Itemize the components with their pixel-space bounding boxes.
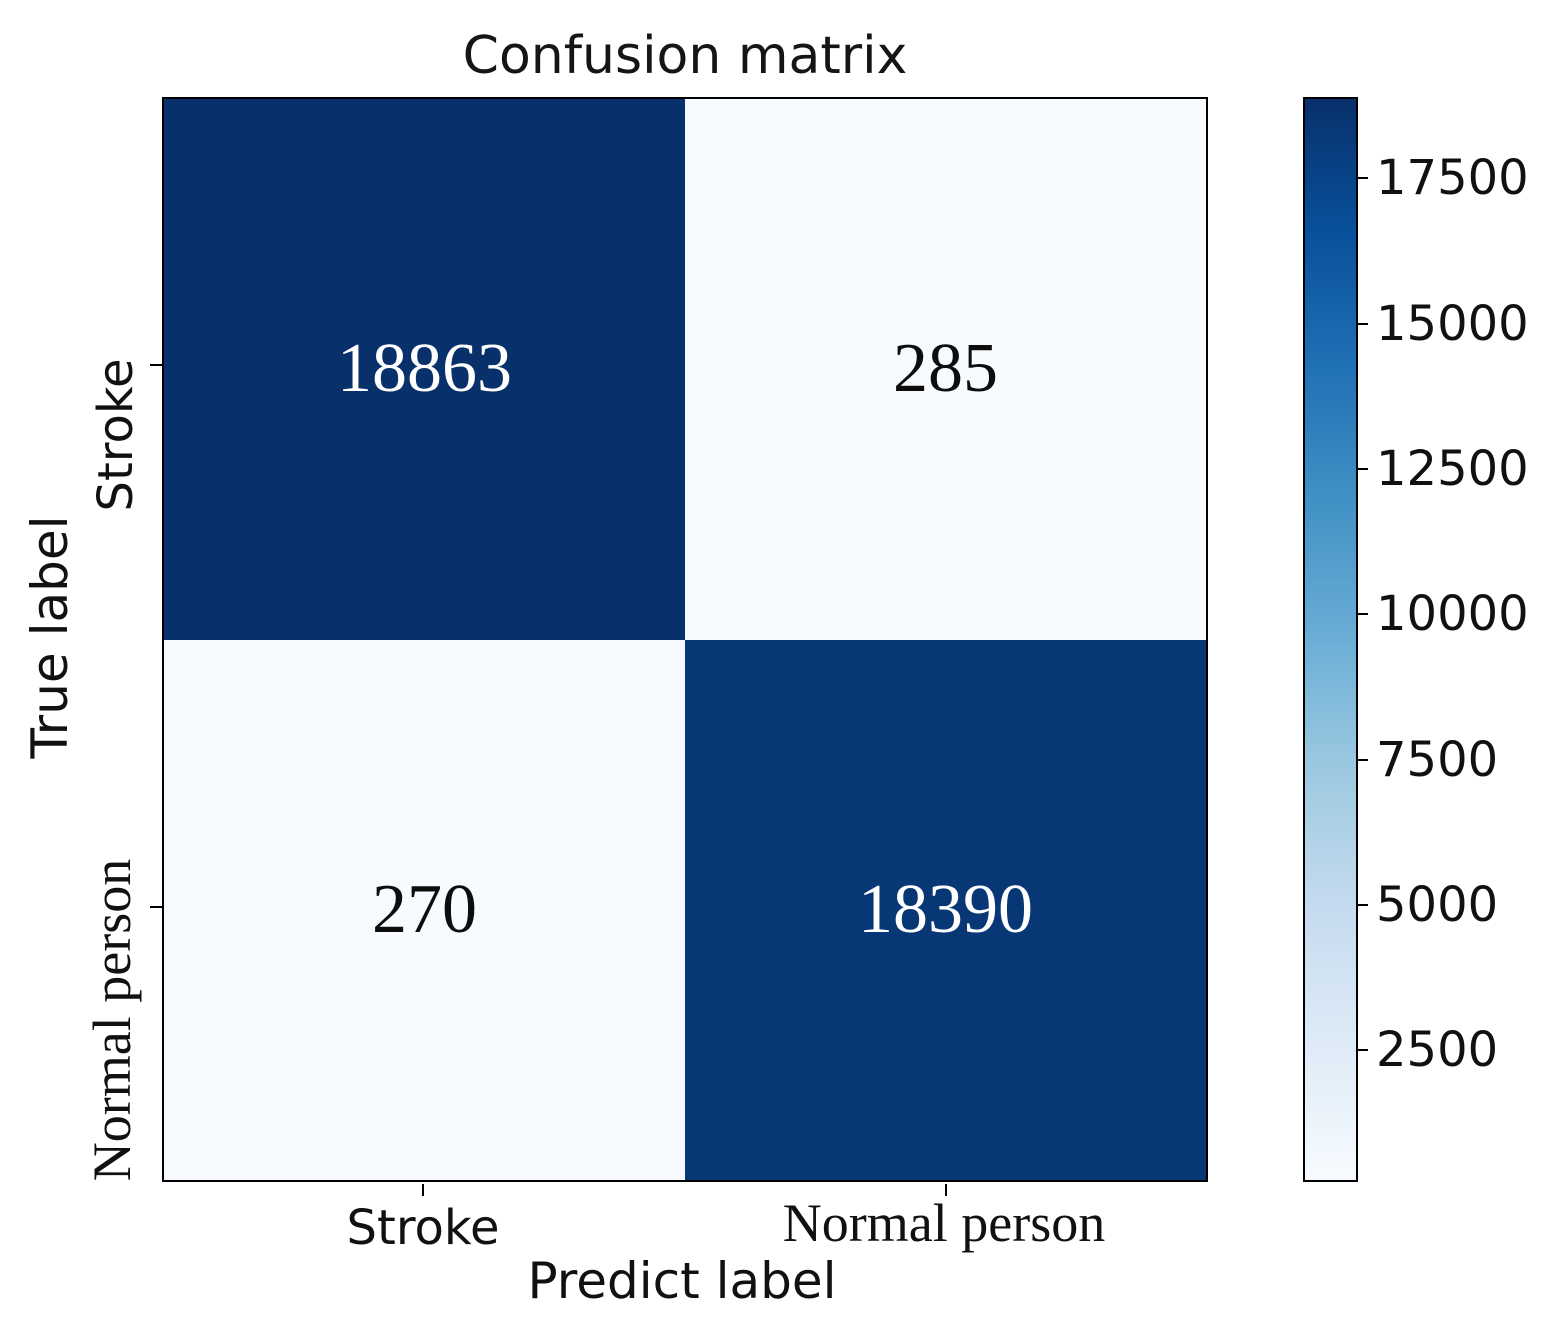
cell-value: 18863: [337, 330, 512, 408]
matrix-cell-true-normal-pred-normal: 18390: [685, 639, 1206, 1180]
y-tick-label-normal-person: Normal person: [82, 858, 142, 1182]
colorbar-tick-mark: [1356, 322, 1368, 325]
chart-title: Confusion matrix: [462, 26, 908, 86]
colorbar-tick-label: 12500: [1376, 440, 1529, 497]
colorbar-tick-label: 17500: [1376, 150, 1529, 207]
x-axis-label: Predict label: [527, 1252, 837, 1310]
y-axis-label: True label: [21, 515, 79, 759]
x-tick-mark: [422, 1184, 424, 1196]
colorbar-tick-label: 15000: [1376, 295, 1529, 352]
matrix-cell-true-stroke-pred-stroke: 18863: [164, 99, 685, 640]
colorbar-tick-mark: [1356, 903, 1368, 906]
x-tick-label-stroke: Stroke: [346, 1200, 500, 1256]
colorbar-tick-label: 2500: [1376, 1022, 1499, 1079]
y-tick-mark: [150, 906, 162, 908]
colorbar-tick-label: 7500: [1376, 731, 1499, 788]
colorbar-tick-label: 10000: [1376, 586, 1529, 643]
y-tick-label-stroke: Stroke: [88, 358, 144, 512]
colorbar-tick-mark: [1356, 758, 1368, 761]
cell-value: 270: [372, 870, 477, 948]
colorbar-tick-mark: [1356, 467, 1368, 470]
y-tick-mark: [150, 364, 162, 366]
matrix-cell-true-normal-pred-stroke: 270: [164, 639, 685, 1180]
colorbar-tick-label: 5000: [1376, 876, 1499, 933]
x-tick-label-normal-person: Normal person: [782, 1193, 1106, 1253]
colorbar-tick-mark: [1356, 613, 1368, 616]
cell-value: 18390: [858, 870, 1033, 948]
colorbar-tick-mark: [1356, 177, 1368, 180]
x-tick-mark: [945, 1184, 947, 1196]
plot-area: 18863 285 270 18390: [162, 97, 1208, 1182]
matrix-cell-true-stroke-pred-normal: 285: [685, 99, 1206, 640]
colorbar: 2500 5000 7500 10000 12500 15000 17500: [1303, 97, 1529, 1182]
colorbar-tick-mark: [1356, 1049, 1368, 1052]
cell-value: 285: [893, 330, 998, 408]
